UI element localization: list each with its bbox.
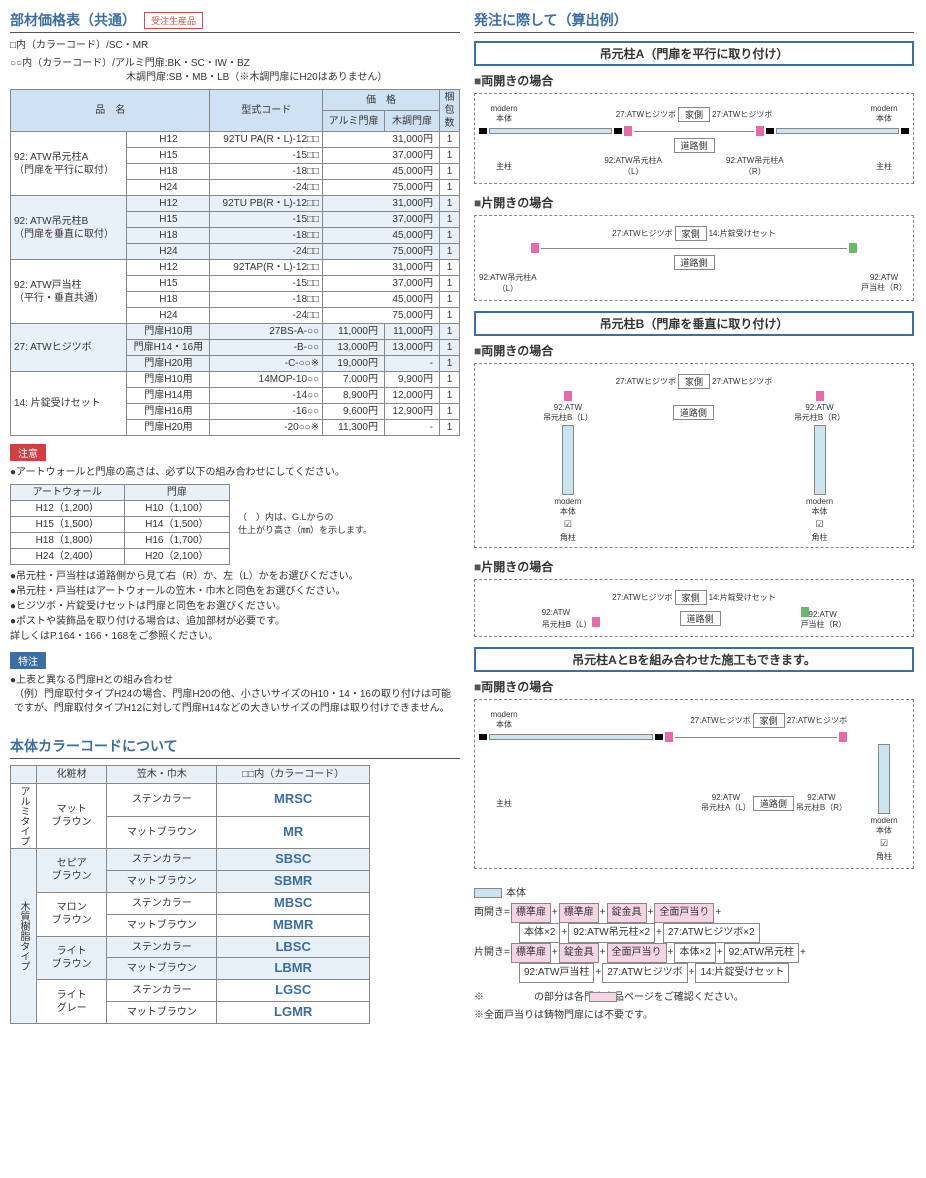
color-note-1: □内（カラーコード）/SC・MR [10,39,460,53]
section-ab: 吊元柱AとBを組み合わせた施工もできます。 [474,647,914,672]
caution-1: アートウォールと門扉の高さは、必ず以下の組み合わせにしてください。 [10,465,460,480]
legend: 本体 両開き=標準扉+標準扉+錠金具+全面戸当り+ 本体×2+92:ATW吊元柱… [474,885,914,1025]
special-1: 上表と異なる門扉Hとの組み合わせ [10,673,460,688]
diagram-a-both: modern 本体27:ATWヒジツボ家側27:ATWヒジツボmodern 本体… [474,93,914,184]
diagram-a-single: 27:ATWヒジツボ家側14:片錠受けセット 道路側 92:ATW吊元柱A （L… [474,215,914,301]
special-label: 特注 [10,652,46,669]
caution-bullets: 吊元柱・戸当柱は道路側から見て右（R）か、左（L）かをお選びください。吊元柱・戸… [10,569,460,644]
calc-title: 発注に際して（算出例） [474,10,914,33]
case-both-b: 両開きの場合 [474,342,914,359]
case-single-a: 片開きの場合 [474,194,914,211]
caution-label: 注意 [10,444,46,461]
section-a: 吊元柱A（門扉を平行に取り付け） [474,41,914,66]
case-single-b: 片開きの場合 [474,558,914,575]
height-note: （ ）内は、G.Lからの 仕上がり高さ（㎜）を示します。 [238,510,372,536]
color-note-3: 木調門扉:SB・MB・LB（※木調門扉にH20はありません） [126,72,387,83]
diagram-b-both: 27:ATWヒジツボ家側27:ATWヒジツボ 92:ATW 吊元柱B（L）mod… [474,363,914,548]
order-badge: 受注生産品 [144,12,203,29]
case-both-a: 両開きの場合 [474,72,914,89]
diagram-b-single: 27:ATWヒジツボ家側14:片錠受けセット 92:ATW 吊元柱B（L） 道路… [474,579,914,637]
diagram-ab: modern 本体27:ATWヒジツボ家側27:ATWヒジツボ 主柱92:ATW… [474,699,914,869]
price-title: 部材価格表（共通） [10,10,136,30]
color-code-title: 本体カラーコードについて [10,736,460,759]
color-note-2: ○○内（カラーコード）/アルミ門扉:BK・SC・IW・BZ [10,58,250,69]
case-both-ab: 両開きの場合 [474,678,914,695]
color-table: 化粧材笠木・巾木□□内（カラーコード） アルミタイプマット ブラウンステンカラー… [10,765,370,1024]
special-2: （例）門扉取付タイプH24の場合、門扉H20の他、小さいサイズのH10・14・1… [10,688,460,716]
section-b: 吊元柱B（門扉を垂直に取り付け） [474,311,914,336]
height-table: アートウォール門扉 H12（1,200）H10（1,100）H15（1,500）… [10,484,230,565]
price-table: 品 名 型式コード 価 格 梱包数 アルミ門扉木調門扉 92: ATW吊元柱A … [10,89,460,436]
